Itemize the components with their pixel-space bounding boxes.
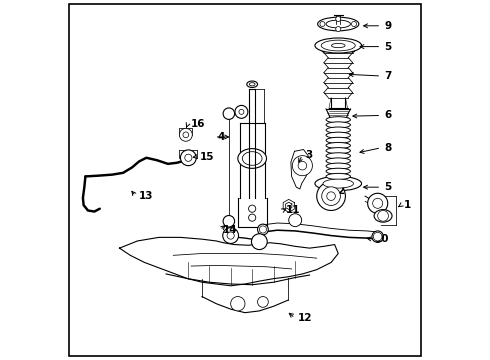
Circle shape — [336, 27, 341, 32]
Circle shape — [239, 109, 244, 114]
Ellipse shape — [326, 127, 350, 133]
Ellipse shape — [326, 143, 350, 149]
Text: 5: 5 — [384, 182, 392, 192]
Circle shape — [351, 22, 357, 27]
Ellipse shape — [372, 231, 383, 242]
Circle shape — [320, 22, 325, 27]
Ellipse shape — [326, 158, 350, 164]
Text: 9: 9 — [384, 21, 392, 31]
Circle shape — [248, 205, 256, 212]
Text: 1: 1 — [404, 200, 411, 210]
Circle shape — [235, 105, 248, 118]
Circle shape — [223, 108, 235, 120]
Circle shape — [293, 156, 313, 176]
Circle shape — [373, 232, 382, 241]
Circle shape — [258, 297, 269, 307]
Ellipse shape — [258, 224, 269, 235]
Text: 4: 4 — [218, 132, 225, 142]
Text: 11: 11 — [286, 206, 300, 216]
Ellipse shape — [326, 132, 350, 138]
Text: 8: 8 — [384, 143, 392, 153]
Circle shape — [368, 193, 388, 213]
Circle shape — [248, 214, 256, 221]
Circle shape — [223, 216, 235, 227]
Circle shape — [231, 297, 245, 311]
Text: 3: 3 — [305, 150, 313, 160]
Ellipse shape — [238, 149, 267, 168]
Circle shape — [298, 161, 307, 170]
Ellipse shape — [326, 122, 350, 128]
Ellipse shape — [326, 137, 350, 143]
Circle shape — [259, 226, 267, 233]
Text: 6: 6 — [384, 111, 392, 121]
Ellipse shape — [331, 43, 345, 48]
Circle shape — [227, 232, 234, 239]
Text: 14: 14 — [223, 225, 237, 235]
Text: 7: 7 — [384, 71, 392, 81]
Ellipse shape — [321, 40, 355, 51]
Circle shape — [317, 182, 345, 211]
Circle shape — [322, 187, 341, 206]
Circle shape — [183, 132, 189, 138]
Circle shape — [336, 17, 341, 22]
Ellipse shape — [326, 163, 350, 169]
Ellipse shape — [315, 176, 362, 191]
Circle shape — [185, 154, 192, 161]
Ellipse shape — [374, 210, 392, 222]
Text: 13: 13 — [139, 191, 153, 201]
Circle shape — [223, 228, 239, 243]
Circle shape — [251, 234, 267, 249]
Circle shape — [179, 129, 192, 141]
Ellipse shape — [326, 20, 350, 28]
Ellipse shape — [326, 168, 350, 174]
Ellipse shape — [323, 179, 353, 188]
Ellipse shape — [326, 153, 350, 159]
Text: 15: 15 — [199, 152, 214, 162]
Ellipse shape — [247, 81, 258, 87]
Text: 2: 2 — [338, 186, 345, 196]
Text: 5: 5 — [384, 42, 392, 51]
Circle shape — [327, 192, 335, 201]
Ellipse shape — [326, 117, 350, 123]
Circle shape — [378, 211, 389, 221]
Circle shape — [289, 214, 302, 226]
Ellipse shape — [243, 152, 262, 165]
Text: 10: 10 — [375, 234, 390, 244]
Circle shape — [180, 150, 196, 166]
Text: 12: 12 — [298, 313, 313, 323]
Circle shape — [373, 198, 383, 208]
Ellipse shape — [326, 148, 350, 154]
Ellipse shape — [315, 38, 362, 53]
Text: 16: 16 — [191, 120, 205, 129]
Ellipse shape — [249, 83, 255, 86]
Ellipse shape — [318, 17, 359, 31]
Ellipse shape — [326, 174, 350, 180]
